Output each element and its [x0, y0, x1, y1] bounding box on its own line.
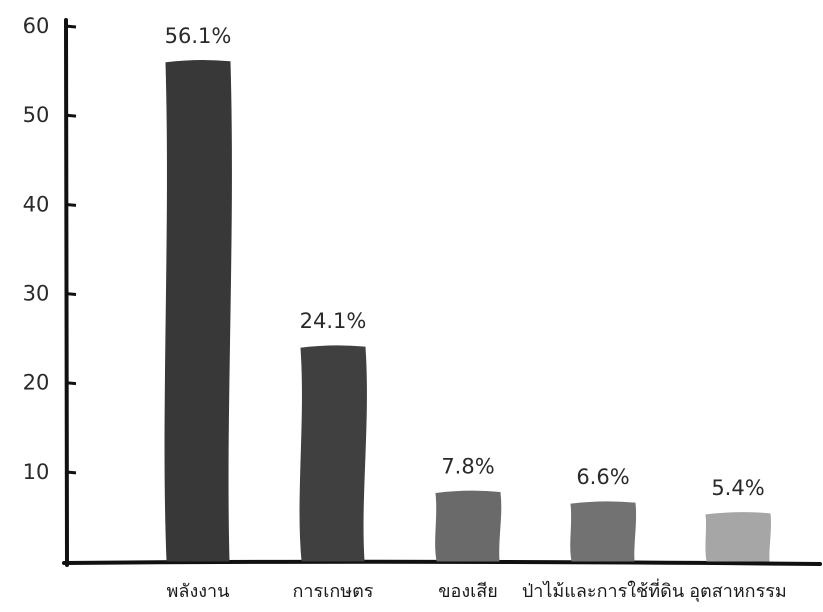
y-tick-label-10: 10: [23, 460, 50, 484]
chart-labels: 10 20 30 40 50 60 56.1% พลังงาน 24.1% การเกษตร 7.8…: [23, 14, 787, 602]
y-tick-label-20: 20: [23, 371, 50, 395]
bar-4: [570, 501, 637, 562]
y-tick-label-60: 60: [23, 14, 50, 38]
bar-1: [164, 59, 232, 562]
category-label-4: ป่าไม้และการใช้ที่ดิน: [522, 578, 684, 602]
y-tick-60: [64, 24, 77, 29]
y-tick-50: [64, 113, 77, 118]
data-label-5: 5.4%: [711, 476, 764, 500]
chart-bars: [164, 59, 772, 562]
data-label-3: 7.8%: [441, 454, 494, 478]
bar-3: [435, 490, 502, 562]
category-label-3: ของเสีย: [438, 581, 498, 602]
chart-axes: [62, 18, 822, 567]
y-tick-30: [64, 292, 77, 296]
data-label-1: 56.1%: [165, 24, 232, 48]
data-label-4: 6.6%: [576, 465, 629, 489]
y-tick-label-30: 30: [23, 282, 50, 306]
y-tick-40: [64, 202, 77, 207]
category-label-5: อุตสาหกรรม: [689, 581, 787, 602]
data-label-2: 24.1%: [300, 309, 367, 333]
bar-5: [705, 512, 772, 562]
category-label-2: การเกษตร: [293, 581, 374, 602]
y-tick-label-50: 50: [23, 103, 50, 127]
y-tick-20: [64, 381, 77, 386]
x-axis-line: [62, 559, 822, 566]
bar-2: [299, 345, 367, 562]
y-tick-label-40: 40: [23, 192, 50, 216]
y-tick-10: [64, 470, 77, 475]
category-label-1: พลังงาน: [167, 581, 230, 602]
